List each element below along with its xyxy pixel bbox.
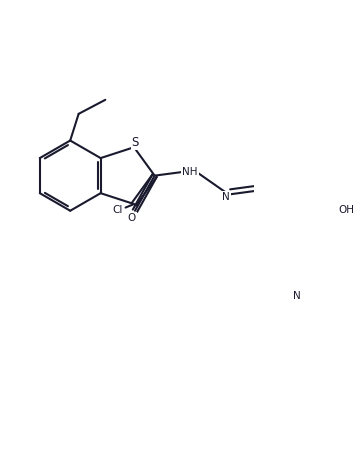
Text: N: N <box>293 291 301 301</box>
Text: OH: OH <box>338 205 354 215</box>
Text: S: S <box>132 136 139 149</box>
Text: NH: NH <box>182 167 198 177</box>
Text: Cl: Cl <box>112 205 122 215</box>
Text: N: N <box>222 192 230 202</box>
Text: O: O <box>127 213 136 223</box>
